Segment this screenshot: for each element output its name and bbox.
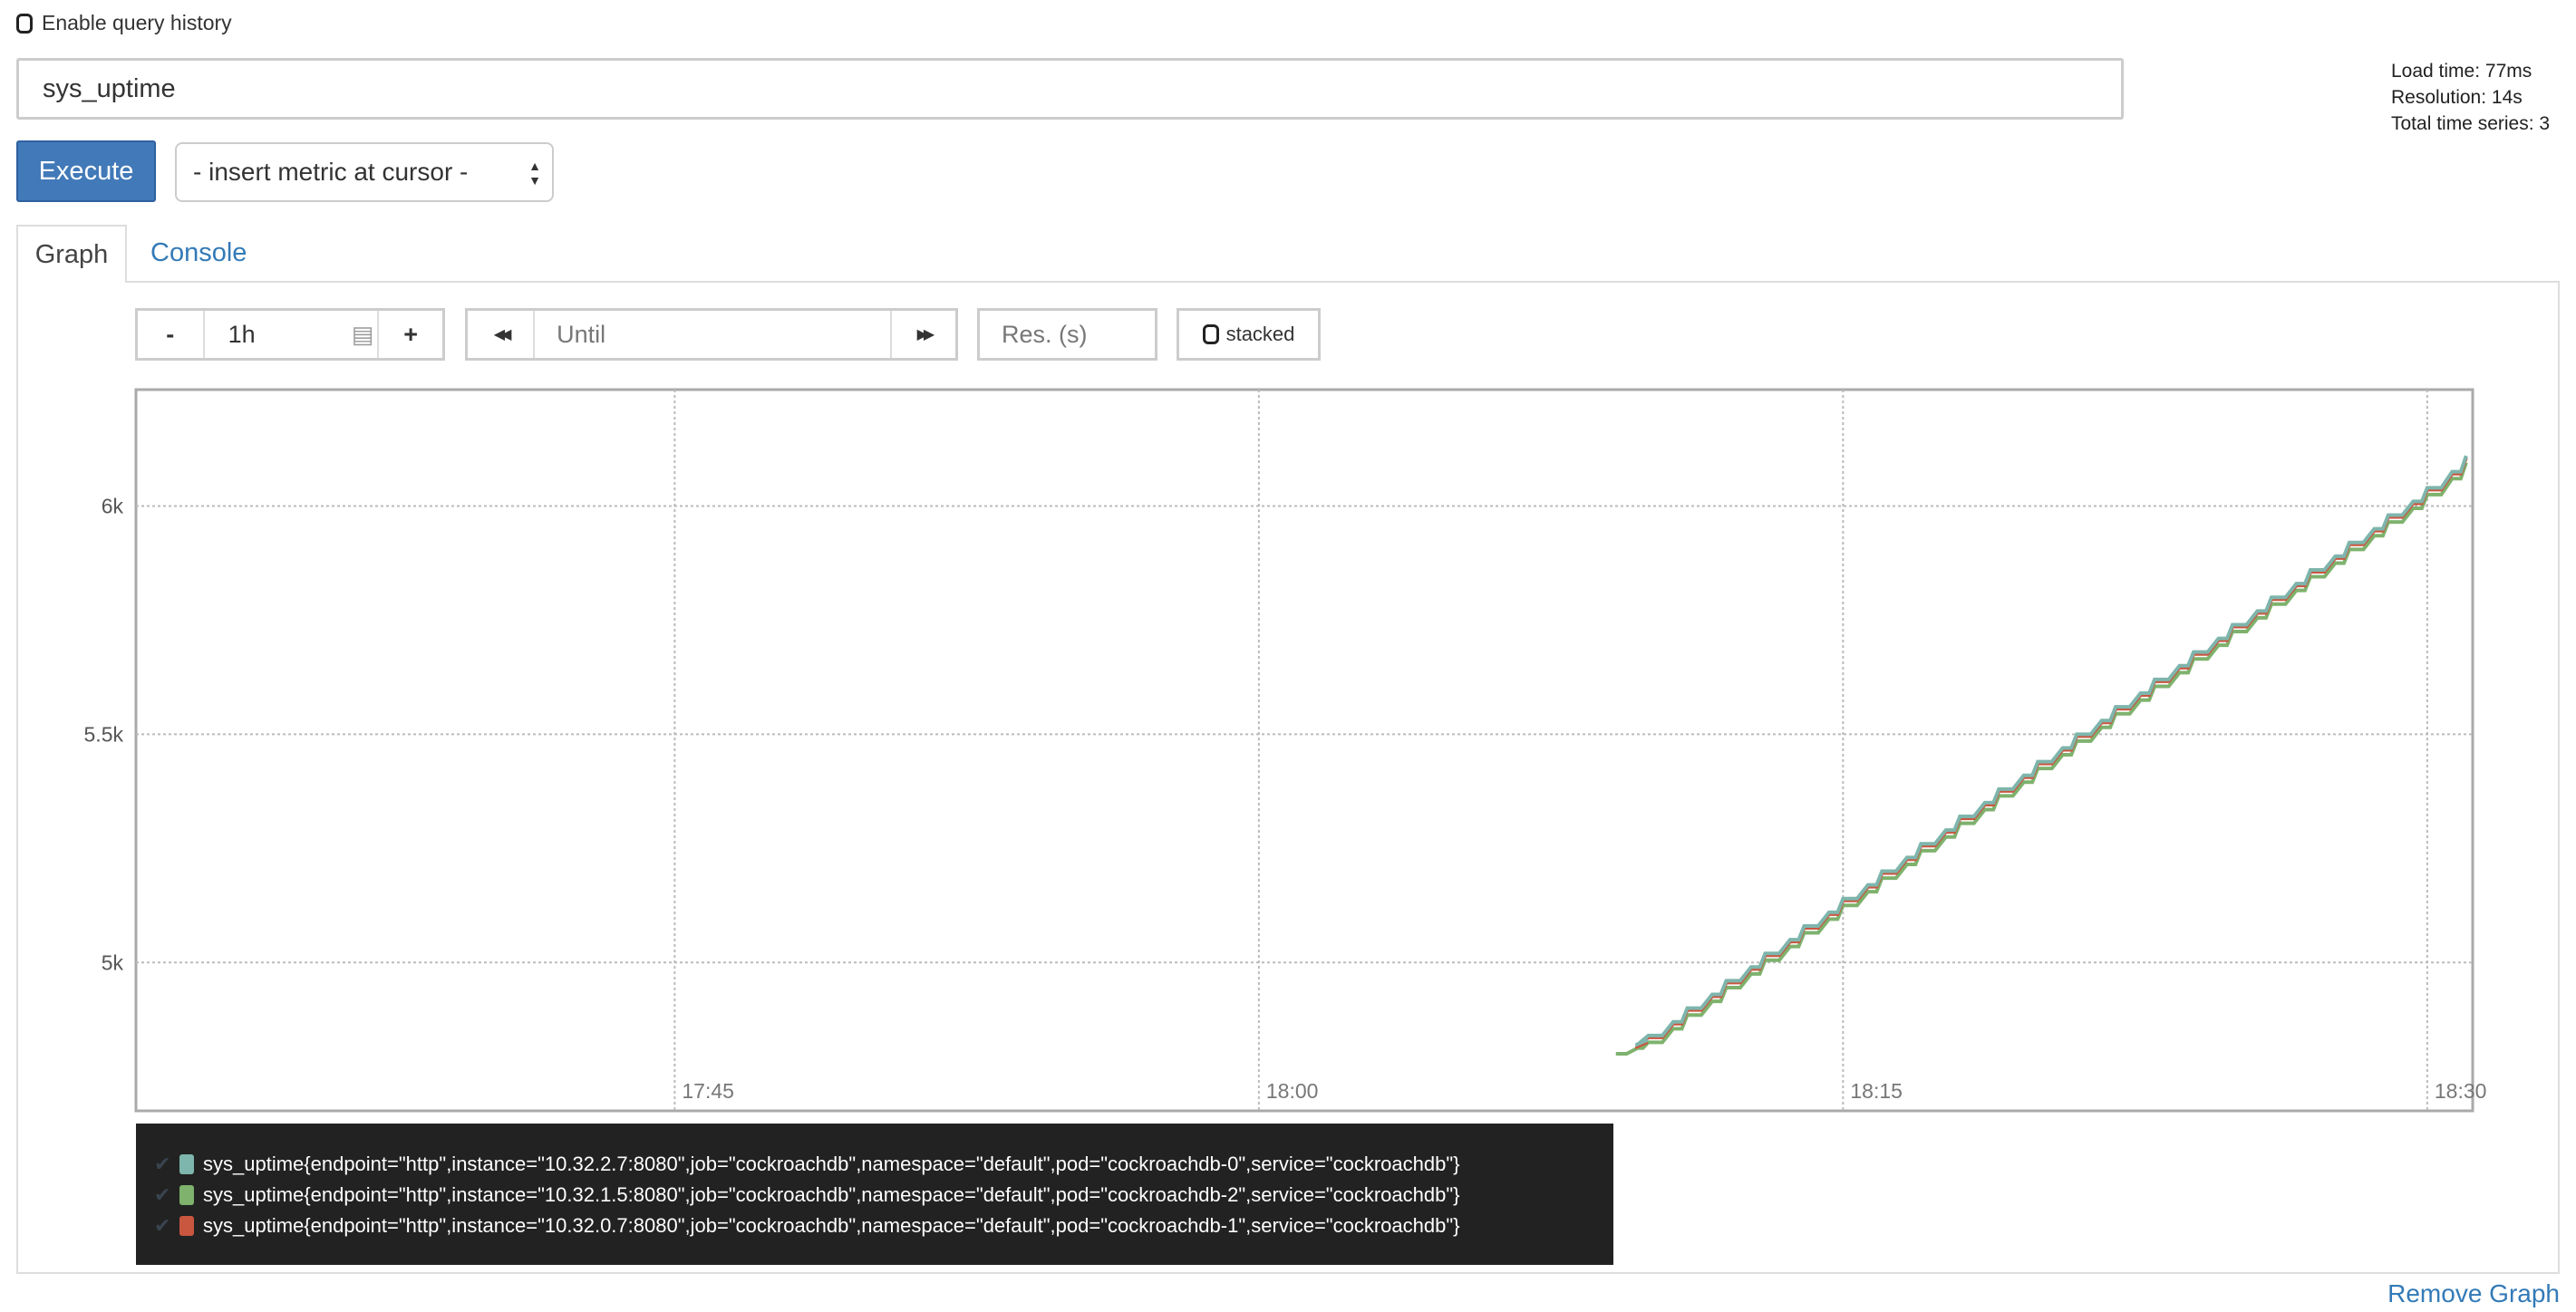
resolution: Resolution: 14s <box>2391 87 2523 108</box>
series-line <box>1615 461 2468 1056</box>
series-line <box>1635 455 2468 1047</box>
y-tick-label: 6k <box>102 494 124 517</box>
series-name: sys_uptime{endpoint="http",instance="10.… <box>203 1214 1460 1237</box>
x-tick-label: 17:45 <box>682 1079 734 1103</box>
chart-legend: ✔ sys_uptime{endpoint="http",instance="10… <box>136 1124 1613 1265</box>
legend-item[interactable]: ✔ sys_uptime{endpoint="http",instance="10… <box>154 1149 1595 1180</box>
expression-value: sys_uptime <box>43 73 176 103</box>
x-tick-label: 18:30 <box>2435 1079 2487 1103</box>
series-color-swatch <box>179 1216 194 1236</box>
enable-query-history[interactable]: Enable query history <box>16 11 232 35</box>
legend-item[interactable]: ✔ sys_uptime{endpoint="http",instance="10… <box>154 1211 1595 1241</box>
range-input[interactable]: 1h ▤ <box>202 311 378 358</box>
range-value: 1h <box>228 320 256 348</box>
check-icon[interactable]: ✔ <box>154 1214 171 1237</box>
series-name: sys_uptime{endpoint="http",instance="10.… <box>203 1183 1460 1206</box>
backward-icon[interactable]: ◀◀ <box>493 327 512 342</box>
stacked-toggle[interactable]: stacked <box>1177 308 1321 361</box>
end-time-control: ◀◀ Until ▶▶ <box>465 308 958 361</box>
series-color-swatch <box>179 1185 194 1205</box>
check-icon[interactable]: ✔ <box>154 1183 171 1206</box>
until-input[interactable]: Until <box>533 311 890 358</box>
y-tick-label: 5.5k <box>84 722 124 746</box>
plot-frame <box>134 388 2474 1113</box>
legend-item[interactable]: ✔ sys_uptime{endpoint="http",instance="10… <box>154 1180 1595 1211</box>
query-history-label: Enable query history <box>42 11 232 34</box>
load-time: Load time: 77ms <box>2391 61 2532 82</box>
range-increase-button[interactable]: + <box>377 311 442 358</box>
tab-graph[interactable]: Graph <box>16 225 127 283</box>
execute-button[interactable]: Execute <box>16 140 156 202</box>
series-line <box>1635 457 2468 1049</box>
resolution-placeholder: Res. (s) <box>1002 320 1088 348</box>
query-history-checkbox[interactable] <box>16 13 33 34</box>
insert-metric-selected: - insert metric at cursor - <box>193 158 469 186</box>
graph-panel <box>16 281 2560 1274</box>
insert-metric-select[interactable]: - insert metric at cursor - ▲ ▼ <box>175 142 554 202</box>
range-decrease-button[interactable]: - <box>166 320 175 348</box>
x-tick-label: 18:00 <box>1266 1079 1319 1103</box>
calendar-icon: ▤ <box>351 320 374 348</box>
range-control: - 1h ▤ + <box>135 308 445 361</box>
series-color-swatch <box>179 1154 194 1174</box>
tab-console[interactable]: Console <box>150 237 247 267</box>
forward-icon[interactable]: ▶▶ <box>889 311 955 358</box>
select-arrows-icon: ▲ ▼ <box>528 159 541 188</box>
total-time-series: Total time series: 3 <box>2391 113 2551 134</box>
remove-graph-link[interactable]: Remove Graph <box>2387 1279 2560 1307</box>
y-tick-label: 5k <box>102 950 124 974</box>
resolution-input[interactable]: Res. (s) <box>977 308 1157 361</box>
series-name: sys_uptime{endpoint="http",instance="10.… <box>203 1153 1460 1175</box>
stacked-checkbox[interactable] <box>1202 324 1219 344</box>
expression-input[interactable]: sys_uptime <box>16 58 2124 120</box>
x-tick-label: 18:15 <box>1850 1079 1903 1103</box>
stacked-label: stacked <box>1225 323 1295 345</box>
query-stats: Load time: 77ms Resolution: 14s Total ti… <box>2391 58 2550 137</box>
check-icon[interactable]: ✔ <box>154 1153 171 1175</box>
